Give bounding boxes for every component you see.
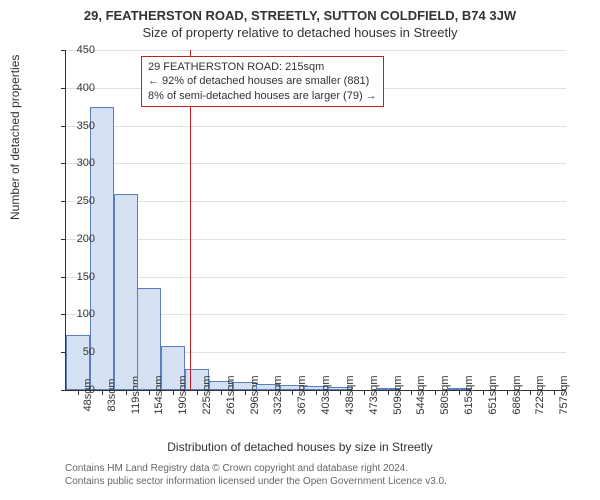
footer-attribution: Contains HM Land Registry data © Crown c… <box>65 462 447 488</box>
footer-line1: Contains HM Land Registry data © Crown c… <box>65 462 447 475</box>
xtick-mark <box>554 390 555 395</box>
xtick-label: 509sqm <box>392 375 404 414</box>
xtick-label: 296sqm <box>249 375 261 414</box>
xtick-label: 580sqm <box>439 375 451 414</box>
xtick-mark <box>126 390 127 395</box>
annotation-line2: ← 92% of detached houses are smaller (88… <box>148 74 377 88</box>
gridline <box>66 50 566 51</box>
xtick-label: 473sqm <box>368 375 380 414</box>
gridline <box>66 201 566 202</box>
y-axis-label: Number of detached properties <box>8 55 22 220</box>
xtick-mark <box>245 390 246 395</box>
xtick-label: 757sqm <box>558 375 570 414</box>
ytick-label: 100 <box>55 308 95 320</box>
xtick-label: 332sqm <box>272 375 284 414</box>
xtick-mark <box>459 390 460 395</box>
gridline <box>66 277 566 278</box>
chart-title-main: 29, FEATHERSTON ROAD, STREETLY, SUTTON C… <box>0 0 600 23</box>
xtick-mark <box>149 390 150 395</box>
ytick-label: 450 <box>55 44 95 56</box>
xtick-mark <box>411 390 412 395</box>
ytick-label: 250 <box>55 195 95 207</box>
chart-container: 29, FEATHERSTON ROAD, STREETLY, SUTTON C… <box>0 0 600 500</box>
annotation-line1: 29 FEATHERSTON ROAD: 215sqm <box>148 60 377 74</box>
annotation-box: 29 FEATHERSTON ROAD: 215sqm ← 92% of det… <box>141 56 384 107</box>
ytick-label: 300 <box>55 157 95 169</box>
xtick-label: 438sqm <box>344 375 356 414</box>
xtick-mark <box>316 390 317 395</box>
ytick-label: 350 <box>55 120 95 132</box>
xtick-mark <box>507 390 508 395</box>
xtick-mark <box>221 390 222 395</box>
xtick-mark <box>173 390 174 395</box>
x-axis-label: Distribution of detached houses by size … <box>0 440 600 454</box>
xtick-label: 367sqm <box>296 375 308 414</box>
ytick-label: 50 <box>55 346 95 358</box>
xtick-mark <box>388 390 389 395</box>
ytick-label: 150 <box>55 271 95 283</box>
ytick-label: 200 <box>55 233 95 245</box>
xtick-mark <box>102 390 103 395</box>
footer-line2: Contains public sector information licen… <box>65 475 447 488</box>
xtick-mark <box>197 390 198 395</box>
ytick-label: 400 <box>55 82 95 94</box>
gridline <box>66 239 566 240</box>
xtick-mark <box>268 390 269 395</box>
xtick-label: 544sqm <box>415 375 427 414</box>
chart-area: 48sqm83sqm119sqm154sqm190sqm225sqm261sqm… <box>65 50 565 390</box>
xtick-label: 651sqm <box>487 375 499 414</box>
xtick-mark <box>340 390 341 395</box>
xtick-label: 403sqm <box>320 375 332 414</box>
xtick-mark <box>483 390 484 395</box>
histogram-bar <box>114 194 138 390</box>
chart-title-sub: Size of property relative to detached ho… <box>0 23 600 40</box>
ytick-label: 0 <box>55 384 95 396</box>
xtick-label: 686sqm <box>511 375 523 414</box>
xtick-label: 615sqm <box>463 375 475 414</box>
gridline <box>66 126 566 127</box>
xtick-mark <box>530 390 531 395</box>
xtick-label: 261sqm <box>225 375 237 414</box>
gridline <box>66 163 566 164</box>
xtick-mark <box>292 390 293 395</box>
xtick-label: 722sqm <box>534 375 546 414</box>
annotation-line3: 8% of semi-detached houses are larger (7… <box>148 89 377 103</box>
xtick-mark <box>435 390 436 395</box>
xtick-mark <box>364 390 365 395</box>
